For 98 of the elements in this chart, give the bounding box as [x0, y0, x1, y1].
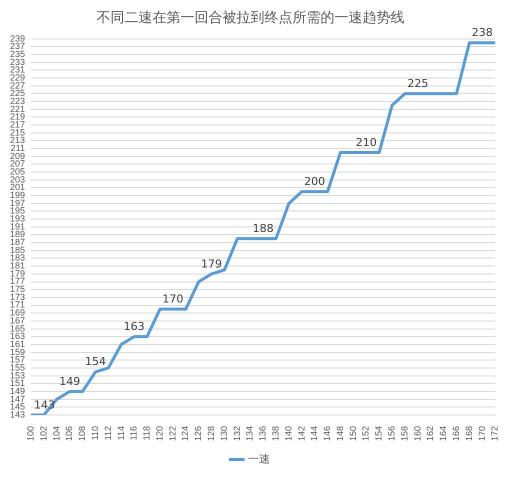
y-tick-label: 233 — [10, 56, 26, 67]
x-tick-label: 112 — [102, 426, 113, 440]
x-tick-label: 138 — [270, 426, 280, 442]
y-tick-label: 185 — [10, 244, 26, 255]
y-tick-label: 219 — [10, 112, 26, 122]
x-tick-label: 126 — [193, 426, 204, 442]
x-tick-label: 110 — [90, 426, 100, 440]
x-tick-label: 140 — [283, 426, 294, 442]
x-tick-label: 134 — [244, 426, 255, 442]
x-tick-label: 120 — [154, 426, 164, 442]
x-tick-label: 154 — [374, 426, 384, 442]
y-tick-label: 227 — [10, 80, 26, 90]
x-tick-label: 124 — [180, 426, 190, 442]
y-tick-label: 169 — [10, 308, 26, 318]
data-label: 179 — [201, 257, 222, 270]
y-tick-label: 171 — [10, 300, 26, 310]
y-tick-label: 201 — [10, 182, 26, 192]
x-tick-label: 166 — [451, 426, 461, 442]
x-tick-label: 132 — [232, 426, 242, 442]
y-tick-label: 149 — [10, 386, 26, 396]
x-tick-label: 158 — [399, 426, 410, 442]
x-tick-label: 168 — [464, 426, 474, 442]
y-tick-label: 239 — [10, 33, 26, 44]
y-tick-label: 181 — [10, 260, 26, 271]
y-tick-label: 221 — [10, 104, 26, 114]
x-tick-label: 118 — [142, 426, 152, 440]
y-tick-label: 151 — [10, 378, 26, 388]
chart-title: 不同二速在第一回合被拉到终点所需的一速趋势线 — [96, 10, 404, 26]
y-tick-label: 145 — [10, 402, 26, 412]
x-tick-label: 136 — [258, 426, 268, 442]
y-tick-label: 177 — [10, 276, 26, 286]
y-tick-label: 155 — [10, 362, 26, 372]
data-label: 238 — [472, 26, 493, 40]
y-tick-label: 217 — [10, 119, 26, 130]
y-tick-label: 189 — [10, 229, 26, 240]
x-tick-label: 150 — [348, 426, 358, 442]
x-tick-label: 122 — [167, 426, 178, 442]
x-tick-label: 160 — [412, 426, 422, 442]
x-tick-label: 148 — [334, 426, 345, 442]
y-tick-label: 157 — [10, 354, 26, 365]
x-tick-label: 116 — [128, 426, 139, 440]
data-label: 225 — [407, 77, 428, 90]
x-tick-label: 102 — [38, 426, 48, 442]
y-tick-label: 207 — [10, 158, 26, 169]
x-tick-label: 130 — [218, 426, 229, 442]
y-tick-label: 213 — [10, 135, 26, 146]
x-tick-label: 104 — [51, 426, 62, 442]
y-tick-label: 197 — [10, 198, 26, 208]
y-tick-label: 193 — [10, 214, 26, 224]
x-tick-label: 128 — [206, 426, 216, 442]
y-tick-label: 153 — [10, 370, 26, 380]
x-tick-label: 156 — [386, 426, 397, 442]
y-tick-label: 223 — [10, 96, 26, 106]
y-tick-label: 205 — [10, 166, 26, 177]
x-tick-label: 152 — [360, 426, 371, 442]
x-tick-label: 164 — [438, 426, 448, 442]
x-tick-label: 144 — [309, 426, 320, 442]
x-tick-label: 114 — [116, 426, 126, 440]
y-tick-label: 199 — [10, 190, 26, 200]
y-tick-label: 215 — [10, 127, 26, 138]
y-tick-label: 147 — [10, 394, 26, 404]
data-label: 149 — [59, 374, 80, 388]
x-tick-label: 108 — [77, 426, 88, 442]
data-label: 200 — [304, 174, 326, 188]
data-label: 163 — [124, 320, 145, 333]
y-tick-label: 225 — [10, 88, 26, 98]
y-tick-label: 173 — [10, 292, 26, 302]
y-tick-label: 167 — [10, 315, 26, 326]
x-tick-label: 172 — [490, 426, 500, 442]
y-tick-label: 231 — [10, 64, 26, 75]
legend-label: 一速 — [248, 452, 270, 466]
y-tick-label: 183 — [10, 252, 26, 263]
y-tick-label: 235 — [10, 48, 26, 59]
y-tick-label: 175 — [10, 284, 26, 294]
y-tick-label: 209 — [10, 150, 26, 161]
x-tick-label: 162 — [425, 426, 436, 442]
y-tick-label: 229 — [10, 72, 26, 82]
y-tick-label: 159 — [10, 346, 26, 357]
y-tick-label: 163 — [10, 331, 26, 342]
data-label: 154 — [84, 355, 106, 368]
x-tick-label: 142 — [296, 426, 306, 442]
x-tick-label: 100 — [26, 426, 36, 442]
x-tick-label: 170 — [476, 426, 487, 442]
data-label: 210 — [356, 136, 377, 149]
y-tick-label: 187 — [10, 237, 26, 248]
y-tick-label: 179 — [10, 268, 26, 278]
y-tick-label: 165 — [10, 323, 26, 334]
x-tick-label: 146 — [322, 426, 332, 442]
y-tick-label: 191 — [10, 221, 26, 232]
x-tick-label: 106 — [64, 426, 74, 442]
y-tick-label: 143 — [10, 409, 26, 420]
y-tick-label: 237 — [10, 41, 26, 52]
data-label: 188 — [252, 222, 274, 236]
y-tick-label: 161 — [10, 338, 26, 349]
y-tick-label: 203 — [10, 174, 26, 184]
y-tick-label: 195 — [10, 206, 26, 216]
y-tick-label: 211 — [10, 143, 26, 154]
data-label: 170 — [162, 292, 184, 306]
